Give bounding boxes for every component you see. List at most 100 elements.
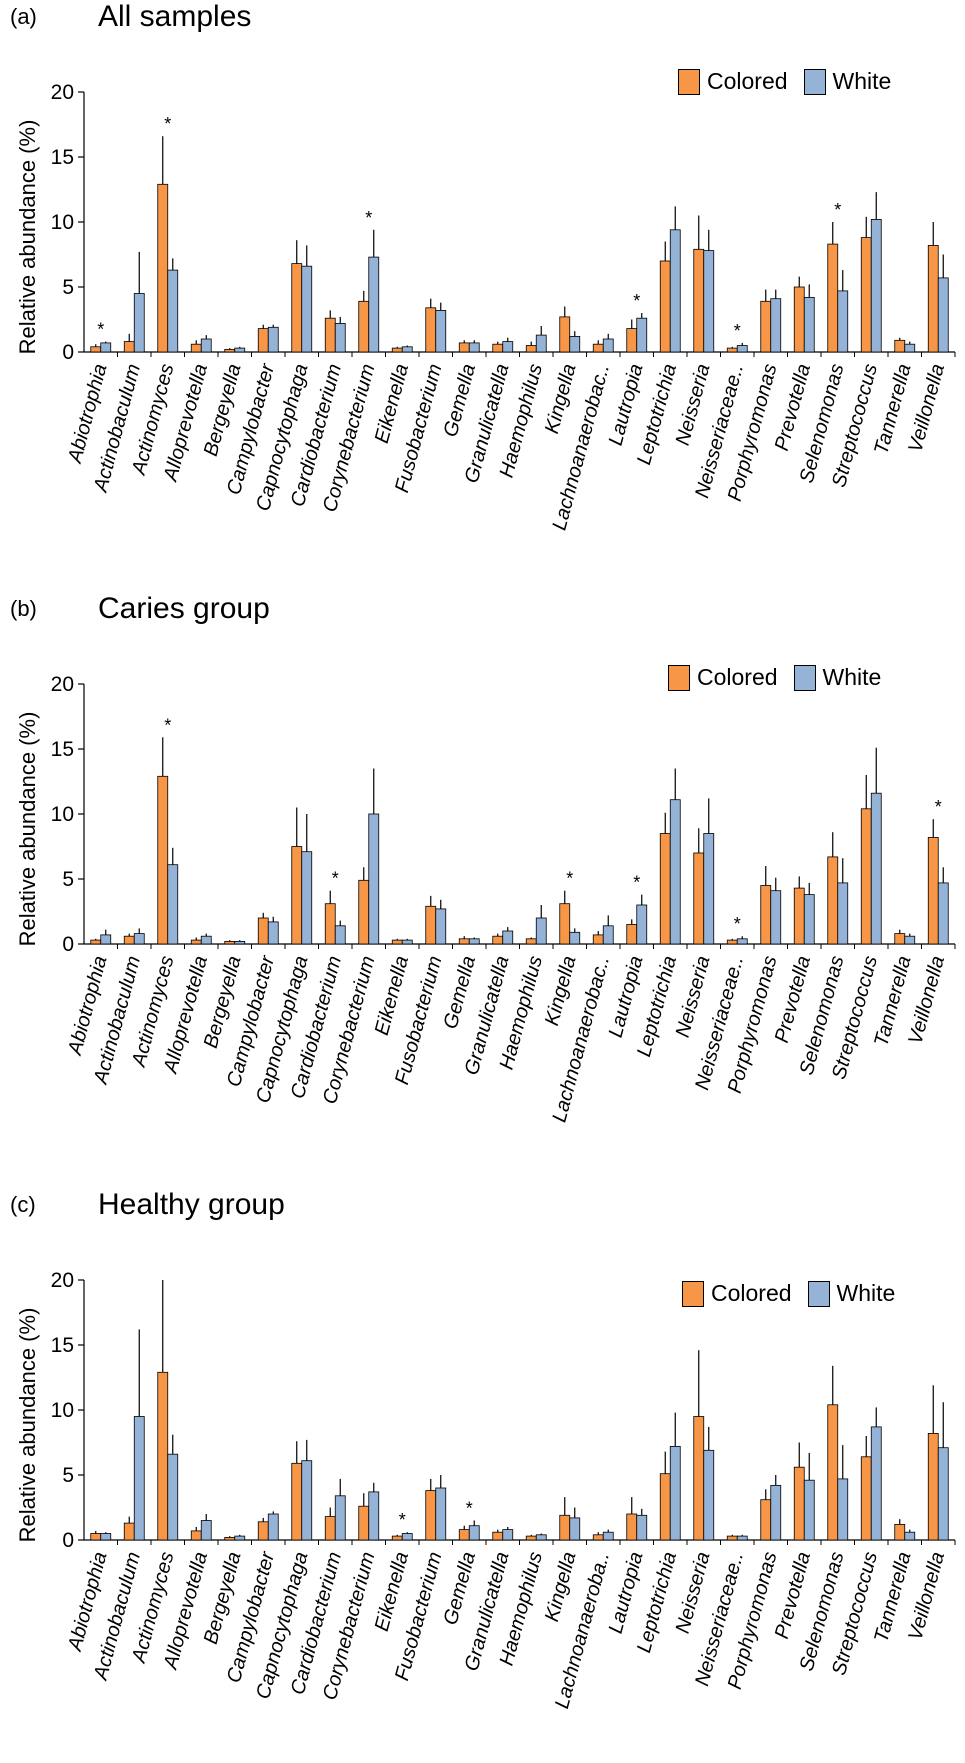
bar-colored — [693, 852, 705, 945]
bar-colored — [324, 903, 336, 945]
bar-white — [904, 935, 916, 945]
bar-colored — [592, 343, 604, 353]
bar-colored — [559, 903, 571, 945]
bar-colored — [391, 939, 403, 945]
bar-white — [803, 1479, 815, 1541]
bar-colored — [659, 260, 671, 353]
bar-colored — [291, 846, 303, 945]
bar-white — [234, 1535, 246, 1541]
bar-white — [401, 346, 413, 353]
bar-colored — [224, 940, 236, 945]
legend-item-white: White — [803, 68, 891, 95]
bar-white — [837, 882, 849, 945]
bar-white — [435, 1487, 447, 1541]
y-tick-label: 10 — [51, 803, 74, 826]
legend: Colored White — [682, 1280, 911, 1307]
significance-star: * — [633, 291, 640, 311]
legend-item-white: White — [807, 1280, 896, 1307]
bar-colored — [425, 307, 437, 353]
bar-colored — [458, 1529, 470, 1541]
bar-colored — [458, 938, 470, 945]
bar-colored — [860, 808, 872, 945]
bar-white — [200, 935, 212, 945]
bar-white — [334, 1495, 346, 1541]
bar-colored — [760, 885, 772, 945]
bar-white — [535, 1534, 547, 1541]
bar-colored — [391, 1535, 403, 1541]
bar-colored — [291, 1462, 303, 1541]
bar-colored — [123, 341, 135, 353]
bar-white — [669, 799, 681, 945]
legend: Colored White — [668, 664, 897, 691]
bar-colored — [90, 346, 102, 353]
bar-white — [602, 1531, 614, 1541]
bar-colored — [291, 263, 303, 353]
bar-white — [669, 229, 681, 353]
bar-colored — [894, 933, 906, 945]
bar-colored — [190, 939, 202, 945]
bar-colored — [123, 935, 135, 945]
bar-white — [267, 1513, 279, 1541]
bar-colored — [793, 286, 805, 353]
bar-colored — [190, 343, 202, 353]
bar-white — [167, 864, 179, 945]
bar-white — [636, 904, 648, 945]
bar-white — [870, 792, 882, 945]
bar-colored — [257, 1521, 269, 1541]
bar-colored — [90, 1533, 102, 1541]
bar-colored — [626, 1513, 638, 1541]
bar-white — [301, 1460, 313, 1541]
bar-white — [167, 1453, 179, 1541]
y-tick-label: 15 — [51, 146, 74, 169]
x-tick-label: Kingella — [541, 1550, 581, 1624]
bar-white — [736, 938, 748, 945]
bar-colored — [458, 342, 470, 353]
chart-title: All samples — [98, 0, 252, 33]
legend-item-colored: Colored — [682, 1280, 792, 1307]
legend-label-colored: Colored — [697, 664, 778, 690]
bar-white — [837, 290, 849, 353]
panel-a: (a) All samples Relative abundance (%) C… — [0, 0, 965, 575]
bar-colored — [827, 856, 839, 945]
legend-label-white: White — [836, 1280, 896, 1306]
legend-swatch-white — [807, 1280, 830, 1307]
bar-white — [770, 1484, 782, 1541]
bar-white — [736, 345, 748, 353]
bar-white — [602, 925, 614, 945]
bar-colored — [257, 328, 269, 353]
bar-white — [468, 938, 480, 945]
bar-chart-b: 05101520AbiotrophiaActinobaculum*Actinom… — [51, 673, 956, 1125]
bar-colored — [860, 237, 872, 353]
bar-white — [569, 335, 581, 353]
bar-white — [401, 939, 413, 945]
legend-swatch-white — [793, 664, 816, 691]
bar-colored — [626, 924, 638, 945]
bar-white — [904, 343, 916, 353]
bar-white — [133, 1416, 145, 1541]
bar-colored — [894, 1523, 906, 1541]
bar-colored — [726, 1535, 738, 1541]
bar-colored — [324, 317, 336, 353]
bar-white — [703, 833, 715, 945]
bar-colored — [492, 935, 504, 945]
y-tick-label: 5 — [62, 276, 74, 299]
bar-colored — [324, 1516, 336, 1541]
bar-white — [100, 1533, 112, 1541]
bar-white — [535, 917, 547, 945]
legend-label-white: White — [822, 664, 882, 690]
significance-star: * — [734, 321, 741, 341]
bar-white — [904, 1531, 916, 1541]
bar-white — [435, 908, 447, 945]
bar-colored — [693, 248, 705, 353]
bar-white — [334, 925, 346, 945]
legend-label-colored: Colored — [707, 68, 788, 94]
bar-colored — [793, 887, 805, 945]
bar-white — [937, 277, 949, 353]
y-tick-label: 20 — [51, 1269, 74, 1292]
bar-white — [100, 342, 112, 353]
bar-colored — [525, 938, 537, 945]
bar-white — [435, 309, 447, 353]
bar-white — [502, 1529, 514, 1541]
x-tick-label: Kingella — [541, 362, 581, 436]
bar-colored — [726, 939, 738, 945]
